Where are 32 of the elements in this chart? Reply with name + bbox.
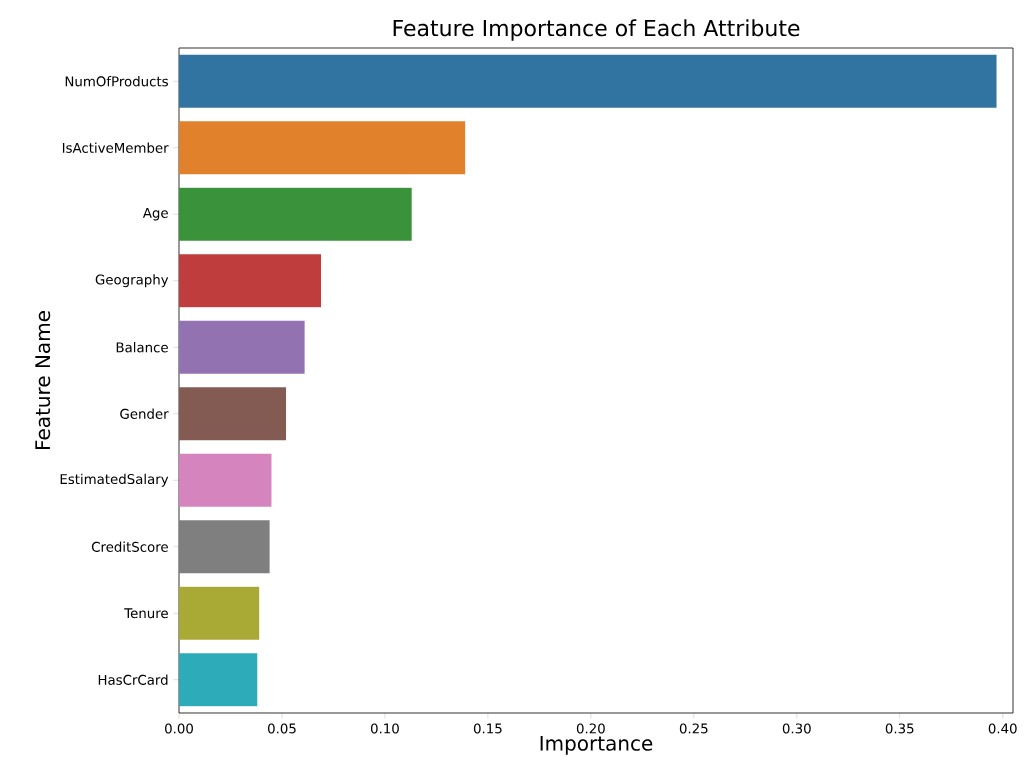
y-tick-label: Tenure: [124, 608, 168, 619]
x-tick-label: 0.05: [268, 723, 296, 734]
bar: [179, 54, 997, 108]
bar: [179, 187, 412, 241]
bar: [179, 387, 287, 441]
x-tick-label: 0.15: [473, 723, 502, 734]
bar: [179, 254, 322, 308]
y-tick-label: HasCrCard: [98, 674, 168, 685]
x-tick-label: 0.30: [782, 723, 811, 734]
bar: [179, 586, 260, 640]
x-tick-label: 0.20: [576, 723, 605, 734]
y-axis-title: Feature Name: [35, 311, 51, 449]
x-tick-label: 0.25: [679, 723, 708, 734]
chart-title: Feature Importance of Each Attribute: [393, 19, 800, 41]
bar: [179, 653, 258, 707]
bar: [179, 320, 305, 374]
y-tick-label: Gender: [120, 408, 169, 419]
y-tick-label: Geography: [95, 274, 169, 288]
y-tick-label: Balance: [116, 342, 168, 353]
y-tick-label: Age: [142, 208, 168, 221]
x-tick-label: 0.40: [988, 723, 1017, 734]
y-tick-label: IsActiveMember: [62, 142, 169, 153]
x-tick-label: 0.10: [370, 723, 399, 734]
bar: [179, 121, 466, 175]
y-tick-label: CreditScore: [91, 541, 168, 552]
x-tick-label: 0.35: [885, 723, 914, 734]
x-axis-title: Importance: [540, 735, 653, 755]
x-tick-label: 0.00: [165, 723, 193, 734]
bar: [179, 453, 272, 507]
y-tick-label: NumOfProducts: [65, 76, 168, 87]
bar: [179, 520, 270, 574]
y-tick-label: EstimatedSalary: [60, 473, 169, 487]
